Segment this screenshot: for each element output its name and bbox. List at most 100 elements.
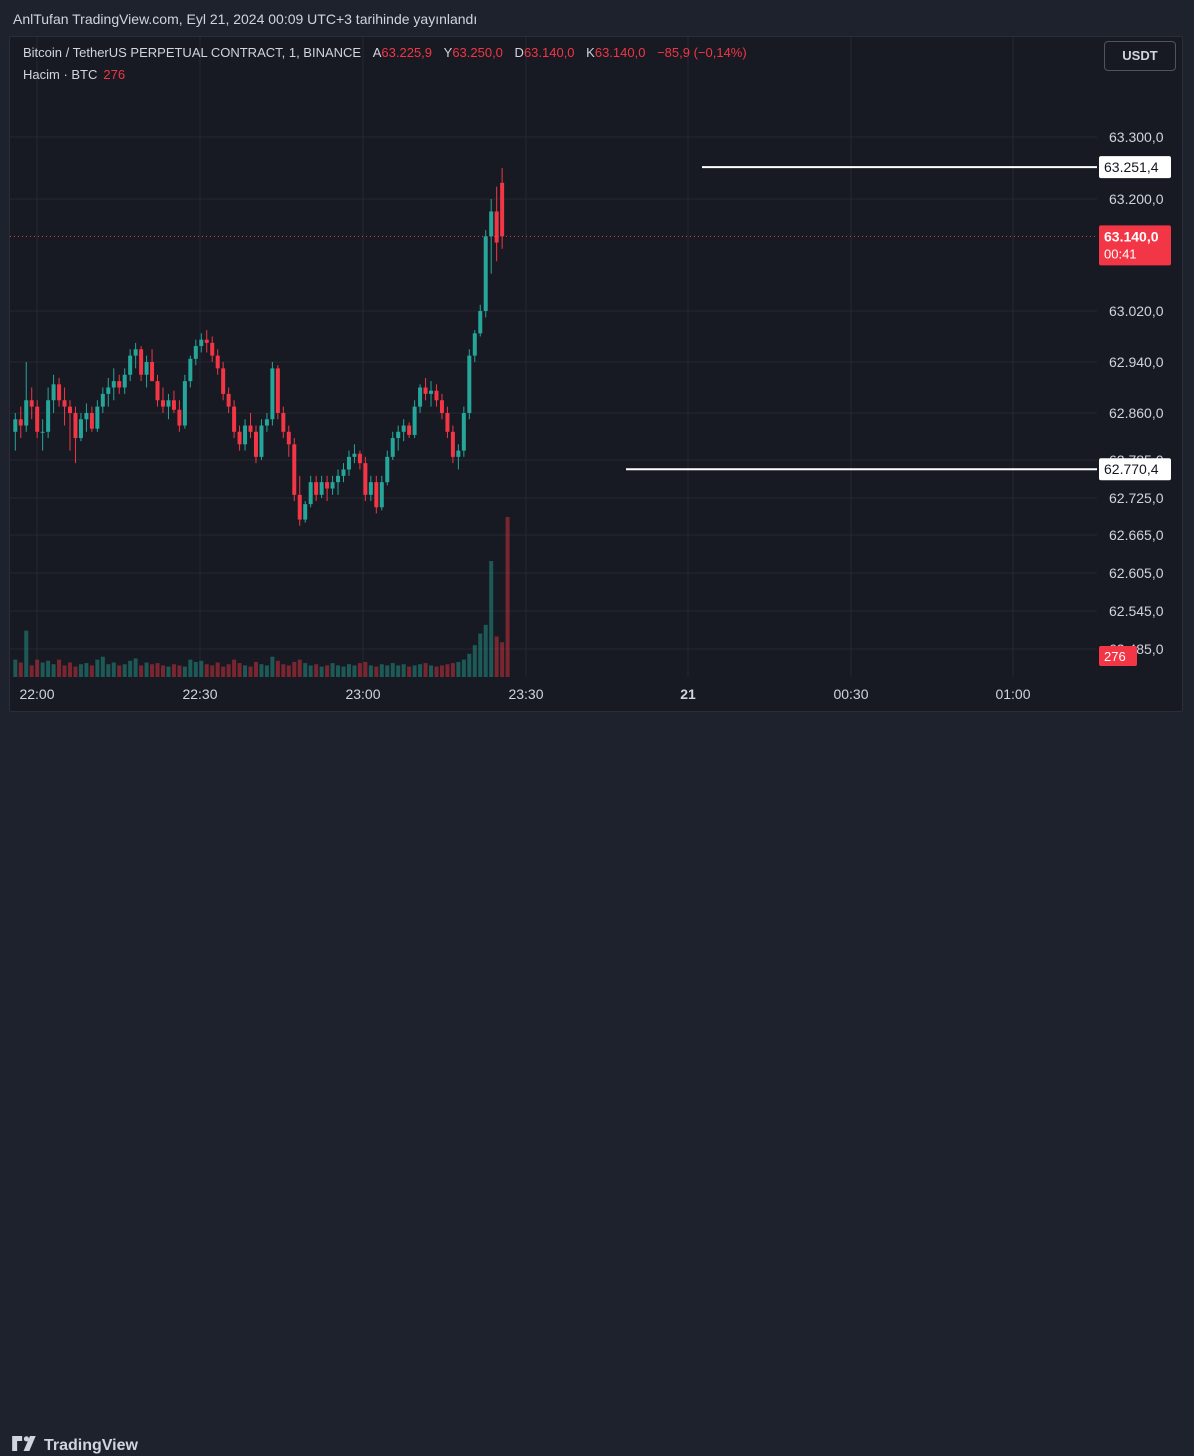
price-tick-label: 63.200,0 [1109, 191, 1164, 207]
candle-body [396, 431, 401, 439]
candle-body [363, 463, 368, 495]
volume-bar [292, 661, 297, 677]
low-label: D [514, 45, 524, 60]
volume-bar [412, 665, 417, 677]
candle-body [346, 456, 351, 470]
volume-bar [325, 665, 330, 677]
volume-bar [144, 662, 149, 677]
candle-body [150, 362, 155, 382]
candle-body [204, 339, 209, 343]
candle-body [297, 494, 302, 520]
candle-body [73, 413, 78, 439]
chart-panel[interactable]: 63.300,0 63.200,0 63.020,0 62.940,0 62.860,0… [9, 36, 1183, 712]
candle-body [215, 355, 220, 369]
candle-body [226, 393, 231, 407]
volume-bar [434, 666, 439, 677]
volume-bar [193, 661, 198, 677]
candle-body [128, 355, 133, 375]
volume-bar [429, 665, 434, 677]
candle-body [171, 400, 176, 410]
time-tick-label: 22:30 [182, 686, 217, 702]
volume-bar [286, 665, 291, 677]
volume-bar [84, 663, 89, 677]
price-tick-label: 62.665,0 [1109, 527, 1164, 543]
candle-body [29, 400, 34, 407]
candle-body [330, 482, 335, 489]
volume-bar [368, 665, 373, 677]
candle-body [461, 413, 466, 451]
volume-bar [160, 665, 165, 677]
horizontal-line-label: 62.770,4 [1104, 461, 1159, 477]
candle-body [489, 211, 494, 237]
price-chart[interactable]: 63.300,0 63.200,0 63.020,0 62.940,0 62.860,0… [10, 37, 1182, 711]
current-price-value: 63.140,0 [1104, 228, 1159, 244]
symbol-legend: Bitcoin / TetherUS PERPETUAL CONTRACT, 1… [23, 45, 747, 60]
candle-body [210, 342, 215, 356]
candle-body [68, 406, 72, 413]
candle-body [336, 475, 341, 483]
volume-bar [264, 665, 269, 677]
volume-bar [171, 664, 176, 677]
close-label: K [586, 45, 595, 60]
candle-body [319, 482, 324, 495]
high-label: Y [443, 45, 453, 60]
candle-body [325, 482, 330, 489]
candle-body [341, 469, 346, 476]
published-caption: AnlTufan TradingView.com, Eyl 21, 2024 0… [13, 11, 478, 27]
volume-bar [166, 666, 171, 677]
volume-bar [483, 624, 488, 677]
horizontal-line-label-bg [1099, 156, 1171, 179]
volume-bar [390, 663, 395, 677]
candle-body [357, 453, 362, 464]
time-tick-label: 01:00 [995, 686, 1030, 702]
price-axis: 63.300,0 63.200,0 63.020,0 62.940,0 62.860,0… [1109, 129, 1164, 657]
volume-bar [297, 659, 302, 677]
symbol-name[interactable]: Bitcoin / TetherUS PERPETUAL CONTRACT, 1… [23, 45, 362, 60]
candle-body [78, 419, 83, 439]
open-label: A [372, 45, 382, 60]
volume-bar [73, 666, 78, 677]
volume-bar [445, 664, 450, 677]
volume-bar [232, 659, 237, 677]
volume-bars [13, 517, 510, 677]
price-tick-label: 62.725,0 [1109, 490, 1164, 506]
volume-bar [401, 664, 406, 677]
volume-bar [215, 662, 220, 677]
candle-body [237, 431, 242, 445]
candle-body [232, 406, 237, 432]
tradingview-logo[interactable]: TradingView [12, 1436, 138, 1456]
candle-body [51, 384, 56, 401]
volume-badge [1099, 646, 1137, 666]
candle-body [117, 381, 122, 388]
volume-legend: Hacim · BTC 276 [23, 67, 125, 82]
candle-body [374, 482, 379, 508]
tradingview-logo-icon [12, 1436, 36, 1451]
candle-body [89, 413, 94, 429]
candle-body [423, 387, 428, 394]
candle-body [46, 400, 51, 432]
volume-bar [62, 665, 67, 677]
currency-button[interactable]: USDT [1104, 41, 1176, 71]
current-price-countdown: 00:41 [1104, 246, 1137, 261]
candle-body [111, 381, 116, 388]
volume-bar [35, 659, 40, 677]
volume-bar [95, 659, 100, 677]
volume-bar [308, 665, 313, 677]
time-tick-label: 00:30 [833, 686, 868, 702]
candle-body [35, 406, 40, 432]
volume-bar [128, 660, 133, 677]
high-value: 63.250,0 [452, 45, 503, 60]
volume-bar [281, 664, 286, 677]
candle-body [429, 390, 434, 394]
volume-bar [439, 665, 444, 677]
horizontal-line-label: 63.251,4 [1104, 159, 1159, 175]
volume-bar [494, 636, 499, 677]
candle-body [139, 349, 144, 375]
change-value: −85,9 (−0,14%) [657, 45, 747, 60]
current-price-badge [1099, 225, 1171, 266]
candle-body [352, 453, 357, 457]
candle-body [385, 456, 390, 483]
volume-bar [133, 658, 138, 677]
volume-bar [188, 659, 193, 677]
volume-bar [89, 665, 94, 677]
